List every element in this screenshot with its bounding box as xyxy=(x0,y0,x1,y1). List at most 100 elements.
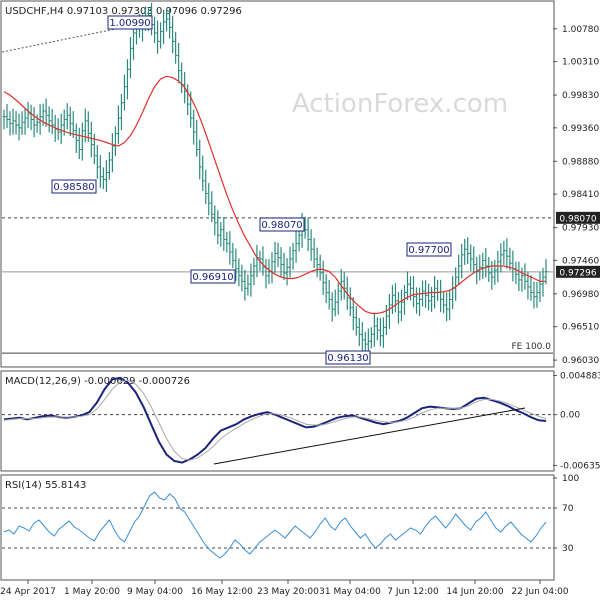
price-bar xyxy=(68,106,72,137)
price-bar xyxy=(180,62,184,93)
price-bar xyxy=(113,126,117,157)
price-bar xyxy=(451,276,455,310)
price-bar xyxy=(8,111,12,136)
price-bar xyxy=(454,267,458,301)
price-bar xyxy=(424,280,428,308)
macd-panel-title: MACD(12,26,9) -0.000629 -0.000726 xyxy=(5,376,190,387)
price-bar xyxy=(204,169,208,205)
price-tick-label: 0.99360 xyxy=(562,124,599,134)
price-bar xyxy=(119,94,123,131)
price-bar xyxy=(2,109,6,130)
price-bar xyxy=(240,264,244,292)
price-bar xyxy=(499,243,503,273)
annotation-label: 0.98070 xyxy=(261,220,302,231)
level-label: 0.98070 xyxy=(559,214,596,224)
rsi-tick-label: 70 xyxy=(562,504,574,514)
price-bar xyxy=(427,283,431,311)
price-bar xyxy=(50,108,54,135)
price-bar xyxy=(291,242,295,270)
price-bar xyxy=(95,145,99,179)
current-price-box xyxy=(556,265,600,278)
price-bar xyxy=(270,252,274,284)
price-bar xyxy=(171,15,175,54)
price-bar xyxy=(249,263,253,297)
price-bar xyxy=(29,104,33,131)
price-bar xyxy=(463,238,467,265)
price-bar xyxy=(174,31,178,64)
price-tick-label: 0.98880 xyxy=(562,157,599,167)
price-bar xyxy=(5,104,9,128)
price-bar xyxy=(412,275,416,308)
price-bar xyxy=(387,293,391,329)
price-bar xyxy=(89,121,93,158)
price-bar xyxy=(128,37,132,79)
price-bar xyxy=(195,119,199,157)
price-bar xyxy=(177,42,181,84)
price-bar xyxy=(98,155,102,188)
macd-line xyxy=(3,376,547,464)
price-bar xyxy=(351,297,355,331)
price-bar xyxy=(74,123,78,153)
price-bar xyxy=(104,160,108,193)
price-bar xyxy=(47,106,51,133)
current-price-label: 0.97296 xyxy=(559,268,596,278)
price-tick-label: 0.96510 xyxy=(562,323,599,333)
rsi-panel-frame xyxy=(0,474,555,581)
price-bar xyxy=(156,20,160,54)
price-bar xyxy=(288,246,292,278)
annotation-box xyxy=(51,179,97,194)
price-bar xyxy=(234,248,238,281)
price-bar xyxy=(469,244,473,272)
price-bar xyxy=(390,285,394,314)
x-tick-label: 7 Jun 12:00 xyxy=(387,587,439,597)
annotation-label: 0.97700 xyxy=(408,245,449,256)
price-bar xyxy=(472,246,476,273)
macd-tick-label: 0.004883 xyxy=(560,372,600,382)
fe100-label: FE 100.0 xyxy=(512,342,552,352)
price-tick-label: 0.97930 xyxy=(562,224,599,234)
annotation-box xyxy=(406,242,452,257)
annotation-box xyxy=(325,350,371,365)
x-tick-label: 22 Jun 04:00 xyxy=(511,587,568,597)
price-bar xyxy=(384,304,388,336)
sma-layer xyxy=(3,75,546,314)
price-bar xyxy=(393,283,397,313)
price-bar xyxy=(399,289,403,322)
price-panel-title: USDCHF,H4 0.97103 0.97303 0.97096 0.9729… xyxy=(5,6,242,17)
price-bar xyxy=(508,247,512,271)
price-bar xyxy=(529,275,533,301)
price-bar xyxy=(436,280,440,301)
price-bar xyxy=(478,254,482,281)
price-bar xyxy=(321,260,325,295)
price-bar xyxy=(168,8,172,39)
price-bar xyxy=(216,210,220,245)
price-bar xyxy=(541,267,545,297)
price-bar xyxy=(535,281,539,308)
price-bar xyxy=(32,107,36,138)
price-bar xyxy=(231,242,235,269)
rsi-tick-label: 30 xyxy=(562,544,574,554)
price-bar xyxy=(493,259,497,285)
price-bar xyxy=(213,205,217,236)
price-bar xyxy=(80,122,84,161)
rsi-axis: 100 70 30 xyxy=(553,474,579,554)
price-bar xyxy=(101,167,105,190)
price-bar xyxy=(439,279,443,313)
price-bar xyxy=(354,305,358,336)
price-bar xyxy=(312,238,316,269)
price-bar xyxy=(363,331,367,354)
price-bar xyxy=(481,252,485,279)
price-bar xyxy=(327,279,331,310)
price-bar xyxy=(192,109,196,145)
level-label-box xyxy=(556,211,600,224)
price-bar xyxy=(246,274,250,296)
watermark: ActionForex.com xyxy=(292,89,508,119)
price-bar xyxy=(86,111,90,142)
annotation-label: 0.96910 xyxy=(192,272,233,283)
price-bar xyxy=(282,252,286,281)
price-tick-label: 0.96030 xyxy=(562,356,599,366)
price-bar xyxy=(110,133,114,173)
annotation-box xyxy=(259,217,305,232)
price-bar xyxy=(375,317,379,341)
